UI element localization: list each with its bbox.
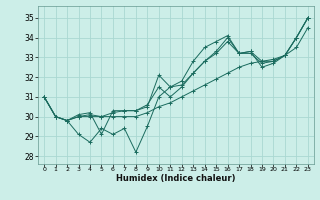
X-axis label: Humidex (Indice chaleur): Humidex (Indice chaleur) [116,174,236,183]
